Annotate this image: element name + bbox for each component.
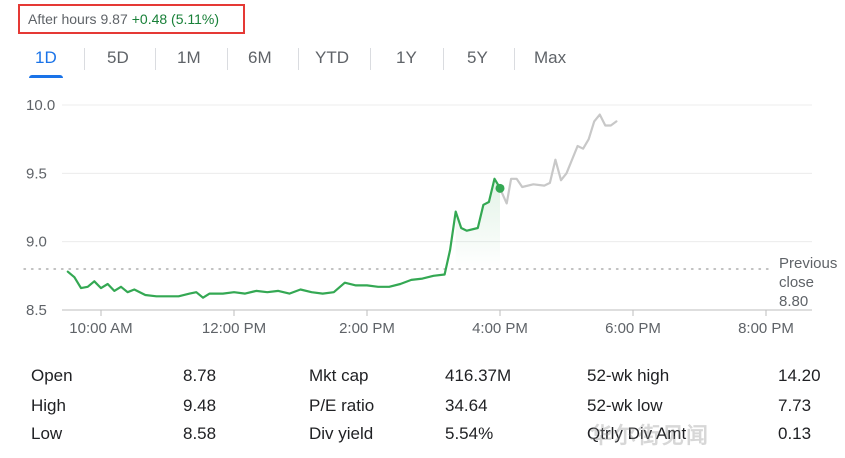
stat-value: 8.78	[183, 366, 217, 385]
stat-value: 0.13	[778, 424, 812, 443]
y-tick-label: 10.0	[26, 97, 55, 114]
stat-label: Low	[31, 424, 63, 443]
stat-label: Div yield	[309, 424, 374, 443]
stat-open: Open 8.78	[31, 366, 231, 388]
tab-1d[interactable]: 1D	[29, 48, 63, 78]
after-hours-label: After hours	[28, 11, 97, 27]
stat-qtrly-div: Qtrly Div Amt 0.13	[587, 424, 827, 446]
tab-1y[interactable]: 1Y	[396, 48, 417, 67]
stat-value: 8.58	[183, 424, 217, 443]
tab-divider	[370, 48, 371, 70]
stat-52wk-high: 52-wk high 14.20	[587, 366, 827, 388]
stat-52wk-low: 52-wk low 7.73	[587, 396, 827, 418]
stat-value: 14.20	[778, 366, 821, 385]
stat-label: P/E ratio	[309, 396, 375, 415]
x-tick-label: 2:00 PM	[339, 320, 395, 337]
stat-label: 52-wk high	[587, 366, 670, 385]
stat-label: Mkt cap	[309, 366, 369, 385]
tab-divider	[227, 48, 228, 70]
previous-close-value: 8.80	[779, 293, 808, 310]
price-chart[interactable]: 10.0 9.5 9.0 8.5 10:00 AM 12:00 PM 2:00 PM 4:00…	[0, 85, 845, 350]
previous-close-label: Previous	[779, 255, 837, 272]
stat-value: 5.54%	[445, 424, 494, 443]
stat-value: 34.64	[445, 396, 488, 415]
after-hours-change: +0.48 (5.11%)	[131, 11, 220, 27]
tab-6m[interactable]: 6M	[248, 48, 272, 67]
y-tick-label: 8.5	[26, 302, 47, 319]
tab-5y[interactable]: 5Y	[467, 48, 488, 67]
after-hours-quote: After hours 9.87 +0.48 (5.11%)	[18, 4, 245, 34]
y-tick-label: 9.5	[26, 165, 47, 182]
tab-divider	[443, 48, 444, 70]
x-tick-label: 10:00 AM	[69, 320, 132, 337]
after-hours-line	[498, 113, 618, 205]
y-tick-label: 9.0	[26, 234, 47, 251]
stat-high: High 9.48	[31, 396, 231, 418]
time-range-tabs: 1D 5D 1M 6M YTD 1Y 5Y Max	[0, 38, 845, 78]
stat-label: 52-wk low	[587, 396, 663, 415]
tab-divider	[84, 48, 85, 70]
tab-ytd[interactable]: YTD	[315, 48, 349, 67]
stat-label: Open	[31, 366, 73, 385]
current-price-marker	[495, 183, 505, 193]
stat-label: Qtrly Div Amt	[587, 424, 687, 443]
regular-session-line	[66, 177, 502, 299]
stat-value: 416.37M	[445, 366, 512, 385]
stat-low: Low 8.58	[31, 424, 231, 446]
tab-divider	[155, 48, 156, 70]
stat-div-yield: Div yield 5.54%	[309, 424, 529, 446]
tab-1m[interactable]: 1M	[177, 48, 201, 67]
stat-value: 9.48	[183, 396, 217, 415]
tab-5d[interactable]: 5D	[107, 48, 129, 67]
stat-label: High	[31, 396, 66, 415]
tab-max[interactable]: Max	[534, 48, 567, 67]
previous-close-label: close	[779, 274, 814, 291]
stat-pe-ratio: P/E ratio 34.64	[309, 396, 529, 418]
x-tick-label: 8:00 PM	[738, 320, 794, 337]
after-hours-price: 9.87	[100, 11, 128, 27]
stat-mkt-cap: Mkt cap 416.37M	[309, 366, 529, 388]
x-tick-label: 6:00 PM	[605, 320, 661, 337]
x-tick-label: 12:00 PM	[202, 320, 266, 337]
tab-divider	[514, 48, 515, 70]
x-tick-label: 4:00 PM	[472, 320, 528, 337]
tab-divider	[298, 48, 299, 70]
stat-value: 7.73	[778, 396, 812, 415]
price-area-fill	[455, 178, 500, 269]
